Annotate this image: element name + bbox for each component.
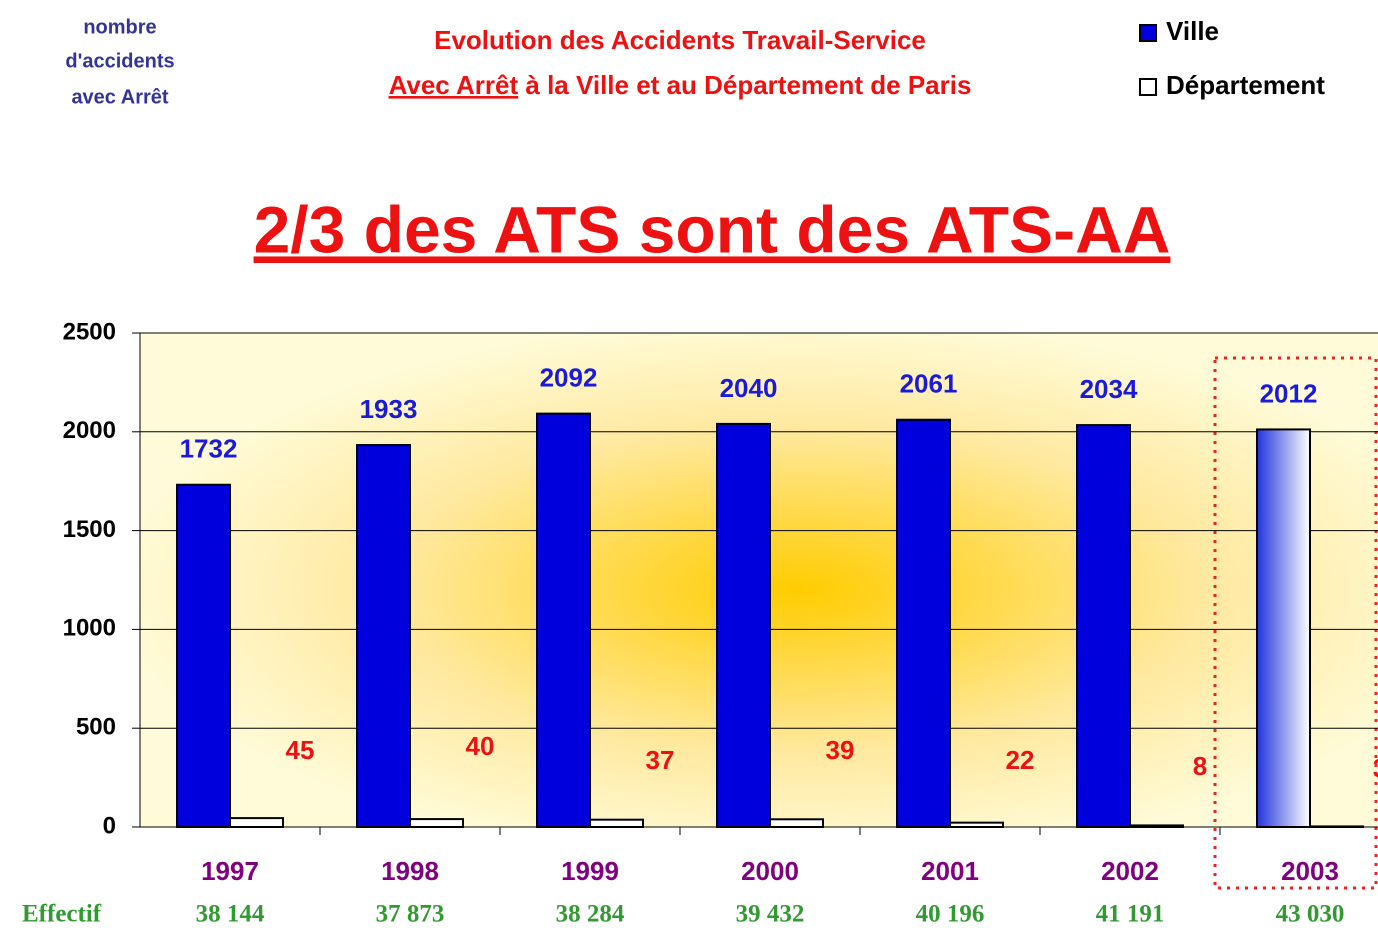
x-tick-label: 1998 <box>381 856 439 886</box>
bar <box>896 418 951 828</box>
value-label: 8 <box>1193 751 1207 781</box>
x-tick-label: 2000 <box>741 856 799 886</box>
x-tick-label: 1999 <box>561 856 619 886</box>
effectif-value: 39 432 <box>736 901 805 928</box>
bar <box>229 817 284 828</box>
value-label: 22 <box>1006 745 1035 775</box>
bar <box>716 422 771 828</box>
bar <box>409 818 464 829</box>
value-label: 45 <box>286 735 315 765</box>
bar <box>356 444 411 828</box>
y-label: d'accidents <box>65 50 174 72</box>
x-tick-label: 2001 <box>921 856 979 886</box>
y-tick-label: 500 <box>76 714 116 741</box>
title-underlined: Avec Arrêt <box>389 70 519 100</box>
y-tick-label: 2000 <box>63 417 116 444</box>
value-label: 2034 <box>1080 374 1138 404</box>
effectif-value: 37 873 <box>376 901 445 928</box>
chart-title: Avec Arrêt à la Ville et au Département … <box>389 70 972 100</box>
x-tick-label: 2003 <box>1281 856 1339 886</box>
bar <box>536 412 591 828</box>
y-tick-label: 1500 <box>63 516 116 543</box>
value-label: 2012 <box>1260 378 1318 408</box>
chart-title: Evolution des Accidents Travail-Service <box>434 25 926 55</box>
value-label: 40 <box>466 731 495 761</box>
value-label: 2040 <box>720 373 778 403</box>
effectif-value: 38 284 <box>556 901 625 928</box>
y-label: avec Arrêt <box>71 86 168 108</box>
effectif-value: 41 191 <box>1096 901 1165 928</box>
effectif-value: 43 030 <box>1276 901 1345 928</box>
legend-label: Département <box>1166 70 1325 100</box>
bar <box>1256 428 1311 828</box>
y-tick-label: 2500 <box>63 318 116 345</box>
value-label: 37 <box>646 745 675 775</box>
bar <box>589 818 644 828</box>
bar <box>176 483 231 828</box>
value-label: 1933 <box>360 394 418 424</box>
y-label: nombre <box>83 16 156 38</box>
x-tick-label: 1997 <box>201 856 259 886</box>
legend-label: Ville <box>1166 16 1219 46</box>
y-tick-label: 1000 <box>63 615 116 642</box>
bar <box>769 818 824 828</box>
x-tick-label: 2002 <box>1101 856 1159 886</box>
effectif-value: 40 196 <box>916 901 985 928</box>
effectif-label: Effectif <box>22 901 102 928</box>
title-rest: à la Ville et au Département de Paris <box>518 70 971 100</box>
legend-swatch <box>1139 78 1157 96</box>
value-label: 2092 <box>540 362 598 392</box>
highlight-box <box>1213 356 1378 890</box>
effectif-value: 38 144 <box>196 901 265 928</box>
y-tick-label: 0 <box>103 812 116 839</box>
bar <box>1076 424 1131 828</box>
value-label: 39 <box>826 735 855 765</box>
bar <box>1129 824 1184 828</box>
value-label: 2061 <box>900 369 958 399</box>
value-label: 1732 <box>180 434 238 464</box>
subtitle: 2/3 des ATS sont des ATS-AA <box>254 192 1171 266</box>
bar <box>949 821 1004 828</box>
value-label: 3 <box>1373 753 1378 783</box>
legend-swatch <box>1139 24 1157 42</box>
bar <box>1309 825 1364 829</box>
